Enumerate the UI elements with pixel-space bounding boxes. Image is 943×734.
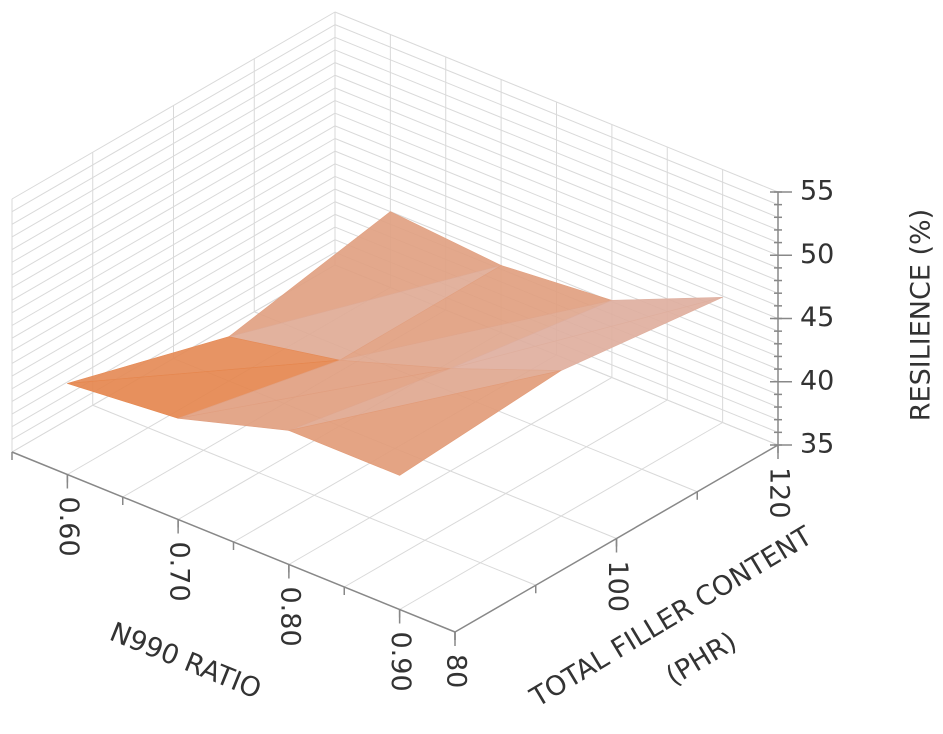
grid-line	[92, 404, 536, 586]
z-tick-label: 50	[800, 239, 834, 270]
y-tick-label: 120	[764, 467, 795, 519]
z-tick-label: 45	[800, 302, 834, 333]
y-tick-label: 100	[602, 561, 633, 613]
z-axis-title: RESILIENCE (%)	[906, 209, 937, 421]
y-tick-label: 80	[441, 654, 472, 688]
y-axis-title: TOTAL FILLER CONTENT	[524, 520, 818, 714]
surface	[67, 211, 723, 476]
x-tick-label: 0.80	[274, 587, 305, 647]
y-axis-title: (PHR)	[661, 626, 742, 692]
z-tick-label: 55	[800, 176, 834, 207]
z-tick-label: 35	[800, 429, 834, 460]
x-tick-label: 0.70	[164, 542, 195, 602]
surface-facet	[287, 370, 562, 476]
x-tick-label: 0.60	[53, 497, 84, 557]
x-tick-label: 0.90	[385, 632, 416, 692]
x-axis-title: N990 RATIO	[105, 617, 265, 706]
z-tick-label: 40	[800, 365, 834, 396]
